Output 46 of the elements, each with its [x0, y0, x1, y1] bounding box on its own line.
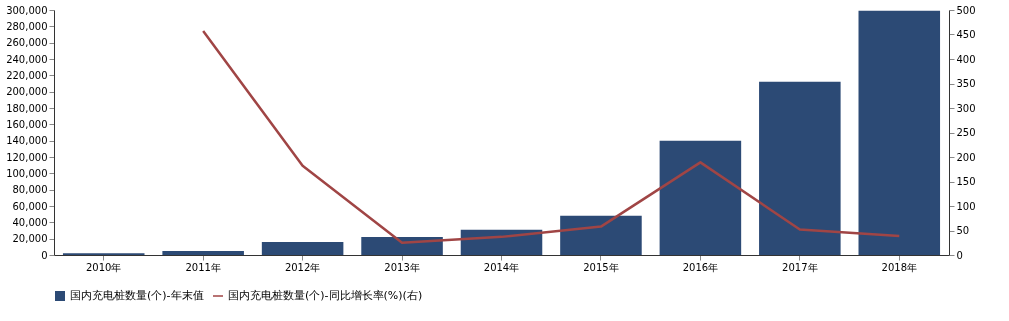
- y2-tick-label: 300: [956, 102, 976, 114]
- bar: [261, 241, 344, 255]
- x-tick-label: 2017年: [782, 261, 818, 273]
- legend-label: 国内充电桩数量(个)-同比增长率(%)(右): [228, 289, 423, 302]
- y-tick-label: 20,000: [12, 233, 48, 245]
- y-tick-label: 40,000: [12, 216, 48, 228]
- bar: [560, 215, 642, 255]
- y-tick-label: 60,000: [12, 200, 48, 212]
- x-tick-label: 2015年: [583, 261, 619, 273]
- y-tick-label: 160,000: [6, 118, 48, 130]
- x-tick-label: 2018年: [881, 261, 917, 273]
- y2-tick-label: 250: [956, 127, 976, 138]
- y2-tick-label: 200: [956, 151, 976, 163]
- y-tick-label: 220,000: [6, 69, 48, 81]
- y-tick-label: 180,000: [6, 102, 48, 114]
- x-tick-label: 2016年: [682, 261, 719, 273]
- y-tick-label: 280,000: [6, 20, 48, 32]
- line-series: [201, 29, 901, 244]
- y2-tick-label: 0: [956, 249, 963, 261]
- bar: [162, 250, 244, 255]
- legend-label: 国内充电桩数量(个)-年末值: [70, 289, 204, 302]
- y2-tick-label: 450: [956, 29, 976, 40]
- y2-tick-label: 500: [956, 4, 976, 16]
- y2-tick-label: 400: [956, 53, 976, 65]
- y-tick-label: 260,000: [6, 37, 48, 49]
- bar: [858, 10, 941, 255]
- x-tick-label: 2010年: [86, 261, 122, 273]
- x-tick-label: 2011年: [185, 261, 221, 273]
- y-tick-label: 140,000: [6, 135, 48, 147]
- y2-tick-label: 50: [956, 225, 970, 236]
- x-tick-label: 2012年: [284, 261, 321, 273]
- y2-tick-label: 100: [956, 200, 976, 212]
- x-tick-label: 2014年: [483, 261, 520, 273]
- y-tick-label: 0: [41, 249, 48, 261]
- y-tick-label: 240,000: [6, 53, 48, 65]
- y2-tick-label: 350: [956, 78, 976, 89]
- y-tick-label: 200,000: [6, 86, 48, 98]
- x-tick-label: 2013年: [384, 261, 420, 273]
- y-tick-label: 100,000: [6, 167, 48, 179]
- y2-tick-label: 150: [956, 176, 976, 187]
- y-tick-label: 300,000: [6, 4, 48, 16]
- bar: [659, 140, 742, 255]
- y-tick-label: 80,000: [12, 184, 48, 196]
- bar: [759, 81, 841, 255]
- bar: [361, 237, 443, 255]
- y-tick-label: 120,000: [6, 151, 48, 163]
